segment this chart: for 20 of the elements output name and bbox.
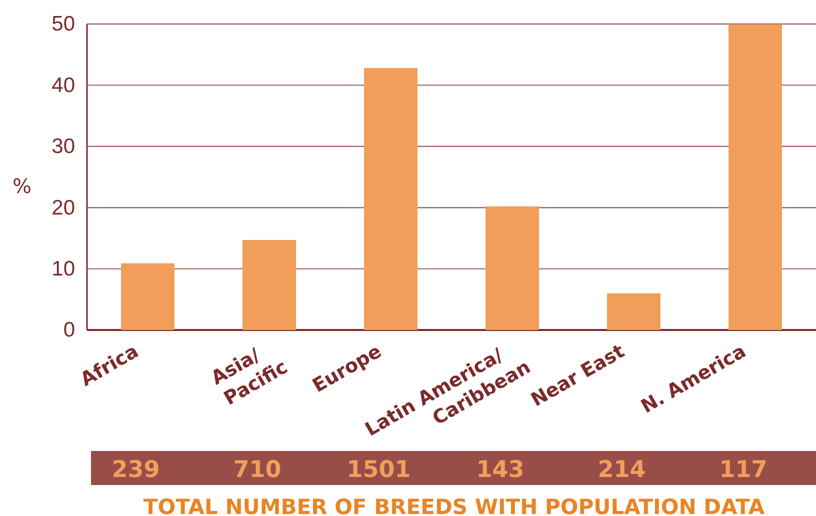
y-tick-label: 30: [52, 135, 75, 158]
text: 710: [233, 457, 282, 483]
bar: [242, 240, 296, 330]
text: 214: [598, 457, 646, 483]
y-axis-title: %: [12, 174, 32, 198]
text: 1501: [346, 457, 411, 483]
y-tick-label: 40: [52, 74, 75, 97]
bar: [607, 293, 660, 330]
text: 239: [112, 457, 160, 483]
text: 143: [476, 457, 524, 483]
y-tick-label: 50: [52, 12, 75, 36]
bar: [486, 206, 539, 330]
y-tick-label: 10: [52, 258, 75, 281]
bar: [728, 24, 782, 330]
bar: [121, 263, 174, 330]
text: 117: [719, 457, 768, 483]
y-tick-label: 20: [52, 196, 75, 220]
bar: [364, 68, 418, 330]
x-axis-title: TOTAL NUMBER OF BREEDS WITH POPULATION DATA: [143, 495, 766, 516]
y-tick-label: 0: [63, 318, 75, 342]
